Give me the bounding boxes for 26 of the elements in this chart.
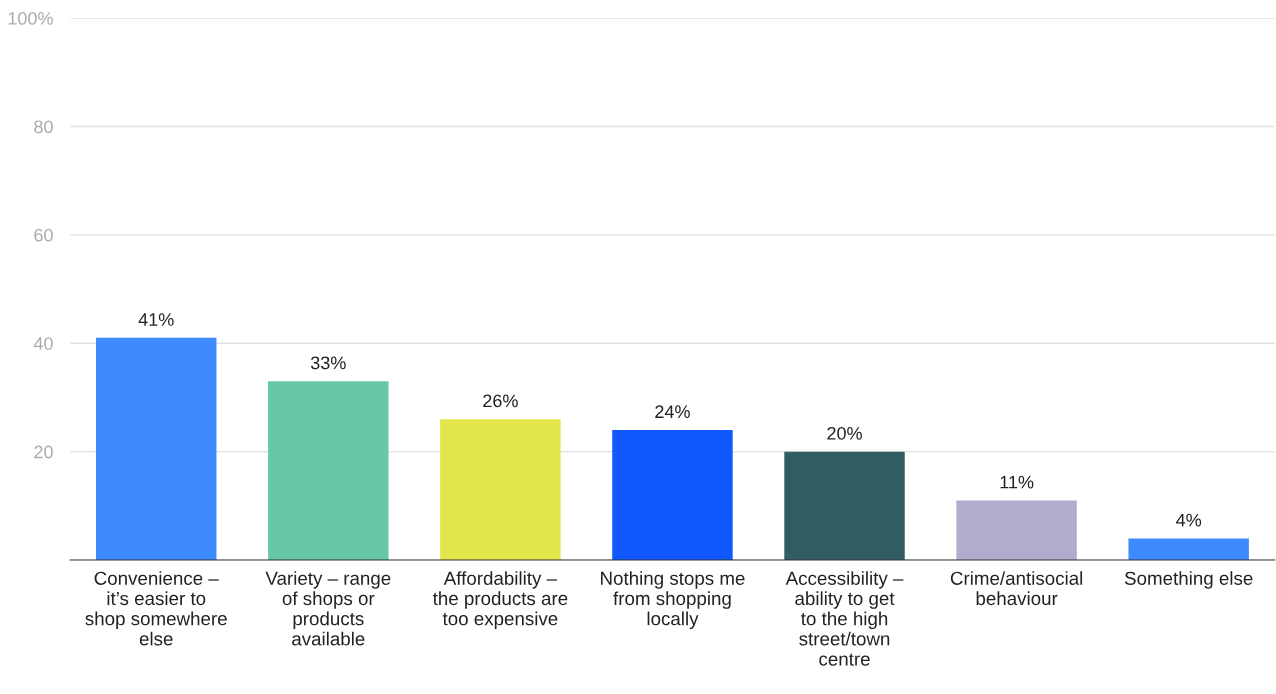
data-label: 33% <box>310 356 346 370</box>
x-tick-label: Nothing stops me from shopping locally <box>601 571 745 630</box>
x-tick-label: Crime/antisocial behaviour <box>950 571 1083 606</box>
data-label: 24% <box>655 405 690 418</box>
bar <box>95 337 217 561</box>
y-tick-label: 20 <box>34 445 53 459</box>
x-tick-label: Accessibility – ability to get to the high street/town centre <box>785 571 904 666</box>
bar <box>956 500 1077 561</box>
y-tick-label: 60 <box>34 228 53 242</box>
x-tick-label: Affordability – the products are too expensive <box>432 571 568 630</box>
data-label: 20% <box>827 426 862 440</box>
bar <box>268 381 389 561</box>
bar <box>784 451 905 561</box>
x-tick-label: Variety – range of shops or products available <box>265 571 391 646</box>
data-label: 26% <box>483 394 518 408</box>
data-label: 4% <box>1176 513 1202 527</box>
y-tick-label: 100% <box>8 11 53 25</box>
bar <box>612 429 733 561</box>
y-tick-label: 40 <box>33 337 53 350</box>
bar <box>1128 538 1249 561</box>
y-tick-label: 80 <box>34 120 53 134</box>
bar <box>440 419 561 561</box>
x-tick-label: Something else <box>1124 571 1253 589</box>
x-tick-label: Convenience – it’s easier to shop somewhere else <box>85 571 227 646</box>
data-label: 41% <box>138 313 174 326</box>
data-label: 11% <box>1000 475 1034 489</box>
